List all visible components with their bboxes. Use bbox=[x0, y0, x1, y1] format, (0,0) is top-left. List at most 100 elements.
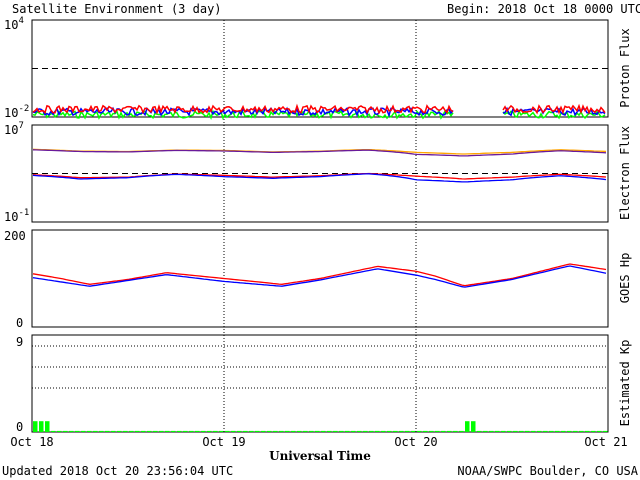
kp-bar bbox=[33, 421, 38, 432]
proton-series-line bbox=[502, 109, 606, 120]
kp-bars-group bbox=[33, 421, 608, 432]
proton-ytick-bottom-base: 10 bbox=[4, 106, 18, 120]
kp-bar bbox=[207, 430, 212, 432]
goes-series-line bbox=[32, 265, 607, 288]
kp-bar bbox=[525, 430, 530, 432]
kp-bar bbox=[63, 430, 68, 432]
kp-bar bbox=[399, 430, 404, 432]
kp-bar bbox=[51, 430, 56, 432]
kp-bar bbox=[99, 430, 104, 432]
kp-bar bbox=[489, 430, 494, 432]
kp-bar bbox=[441, 430, 446, 432]
kp-bar bbox=[531, 430, 536, 432]
proton-series-group bbox=[32, 68, 608, 121]
electron-series-line bbox=[32, 173, 607, 183]
kp-bar bbox=[411, 430, 416, 432]
kp-bar bbox=[231, 430, 236, 432]
electron-ylabel: Electron Flux bbox=[618, 126, 632, 220]
kp-bar bbox=[147, 430, 152, 432]
kp-bar bbox=[543, 430, 548, 432]
kp-bar bbox=[75, 430, 80, 432]
kp-bar bbox=[603, 430, 608, 432]
kp-bar bbox=[81, 430, 86, 432]
goes-series-line bbox=[32, 263, 607, 287]
kp-bar bbox=[297, 430, 302, 432]
kp-bar bbox=[39, 421, 44, 432]
kp-bar bbox=[135, 430, 140, 432]
kp-bar bbox=[369, 430, 374, 432]
kp-ytick-top: 9 bbox=[16, 335, 23, 349]
kp-bar bbox=[315, 430, 320, 432]
kp-bar bbox=[579, 430, 584, 432]
proton-panel-frame bbox=[31, 19, 609, 118]
kp-bar bbox=[375, 430, 380, 432]
proton-ytick-bottom: 10-2 bbox=[4, 104, 29, 120]
kp-bar bbox=[573, 430, 578, 432]
kp-bar bbox=[447, 430, 452, 432]
electron-series-line bbox=[32, 149, 607, 157]
kp-bar bbox=[237, 430, 242, 432]
kp-bar bbox=[291, 430, 296, 432]
kp-bar bbox=[123, 430, 128, 432]
proton-series-line bbox=[32, 109, 454, 121]
proton-ytick-top: 104 bbox=[4, 16, 24, 32]
proton-ytick-top-exp: 4 bbox=[18, 16, 23, 26]
electron-panel-frame bbox=[31, 124, 609, 223]
kp-bar bbox=[429, 430, 434, 432]
electron-ytick-top-exp: 7 bbox=[18, 121, 23, 131]
kp-bar bbox=[45, 421, 50, 432]
kp-bar bbox=[201, 430, 206, 432]
kp-bar bbox=[549, 430, 554, 432]
kp-bar bbox=[507, 430, 512, 432]
proton-series-line bbox=[502, 103, 606, 115]
kp-bar bbox=[255, 430, 260, 432]
kp-bar bbox=[471, 421, 476, 432]
kp-bar bbox=[357, 430, 362, 432]
kp-bar bbox=[141, 430, 146, 432]
kp-bar bbox=[243, 430, 248, 432]
kp-bar bbox=[87, 430, 92, 432]
kp-bar bbox=[195, 430, 200, 432]
kp-bar bbox=[585, 430, 590, 432]
kp-bar bbox=[381, 430, 386, 432]
kp-bar bbox=[519, 430, 524, 432]
kp-bar bbox=[69, 430, 74, 432]
kp-bar bbox=[561, 430, 566, 432]
goes-panel-frame bbox=[31, 229, 609, 328]
kp-bar bbox=[111, 430, 116, 432]
xtick-oct19: Oct 19 bbox=[202, 435, 245, 449]
kp-bar bbox=[537, 430, 542, 432]
kp-ytick-bottom: 0 bbox=[16, 420, 23, 434]
kp-bar bbox=[495, 430, 500, 432]
kp-bar bbox=[417, 430, 422, 432]
begin-time: Begin: 2018 Oct 18 0000 UTC bbox=[447, 2, 640, 16]
electron-ytick-bottom-exp: -1 bbox=[18, 208, 29, 218]
goes-ytick-top: 200 bbox=[4, 229, 26, 243]
kp-bar bbox=[351, 430, 356, 432]
kp-bar bbox=[321, 430, 326, 432]
kp-bar bbox=[285, 430, 290, 432]
kp-bar bbox=[393, 430, 398, 432]
xtick-oct20: Oct 20 bbox=[394, 435, 437, 449]
kp-bar bbox=[189, 430, 194, 432]
goes-ylabel: GOES Hp bbox=[618, 253, 632, 304]
kp-bar bbox=[327, 430, 332, 432]
kp-bar bbox=[567, 430, 572, 432]
goes-ytick-bottom: 0 bbox=[16, 316, 23, 330]
kp-bar bbox=[309, 430, 314, 432]
kp-bar bbox=[105, 430, 110, 432]
kp-bar bbox=[159, 430, 164, 432]
proton-series-line bbox=[32, 106, 454, 118]
kp-bar bbox=[423, 430, 428, 432]
kp-bar bbox=[303, 430, 308, 432]
xtick-oct21: Oct 21 bbox=[584, 435, 627, 449]
kp-bar bbox=[435, 430, 440, 432]
kp-bar bbox=[591, 430, 596, 432]
kp-bar bbox=[453, 430, 458, 432]
kp-ylabel: Estimated Kp bbox=[618, 340, 632, 427]
kp-bar bbox=[57, 430, 62, 432]
goes-series-group bbox=[32, 263, 607, 288]
kp-bar bbox=[339, 430, 344, 432]
kp-bar bbox=[219, 430, 224, 432]
kp-panel-frame bbox=[31, 334, 609, 433]
